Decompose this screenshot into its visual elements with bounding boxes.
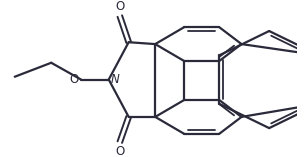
Text: O: O <box>69 73 78 86</box>
Text: O: O <box>115 0 125 13</box>
Text: O: O <box>115 145 125 157</box>
Text: N: N <box>110 73 119 86</box>
